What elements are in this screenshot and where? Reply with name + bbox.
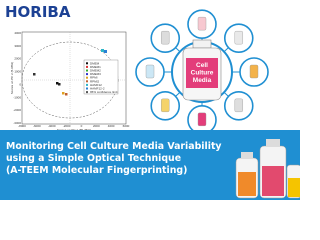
banner: {"header": {"logo": "HORIBA"}, "plot": {…: [0, 3, 300, 200]
bottle-liquid: [262, 166, 284, 196]
legend-label: DMEM3: [90, 72, 101, 76]
node-icon: [161, 98, 170, 113]
node-icon: [197, 112, 207, 127]
footer-title-line: using a Simple Optical Technique: [6, 153, 181, 164]
bottle-liquid: [288, 178, 300, 197]
x-tick-label: 2000: [93, 124, 100, 128]
y-tick-label: -1000: [13, 95, 21, 99]
bottle-liquid: [238, 172, 256, 196]
artwork: HORIBA Scores on PC 1 (89.25%)Scores on …: [0, 3, 300, 200]
point: [104, 50, 107, 53]
node-icon: [197, 16, 207, 31]
y-tick-label: 2000: [14, 57, 21, 61]
legend-swatch: [86, 91, 88, 94]
legend-swatch: [86, 69, 88, 72]
y-axis-label: Scores on PC 2 (5.98%): [10, 62, 14, 94]
bottle-cap: [266, 139, 280, 147]
point: [62, 92, 65, 95]
center-label: Cell: [196, 62, 208, 69]
legend-swatch: [86, 76, 88, 79]
legend-label: HAMF12: [90, 83, 102, 87]
center-bottle: [182, 39, 222, 101]
x-tick-label: -6000: [33, 124, 41, 128]
center-label: Media: [193, 77, 212, 84]
x-tick-label: -2000: [63, 124, 71, 128]
node-icon: [234, 98, 243, 113]
bottle-cap: [192, 39, 212, 49]
logo: HORIBA: [5, 3, 71, 21]
legend-label: DMEM2: [90, 69, 101, 73]
x-tick-label: 6000: [123, 124, 130, 128]
legend-swatch: [86, 83, 88, 86]
legend-swatch: [86, 65, 88, 68]
y-tick-label: 1000: [14, 70, 21, 74]
point: [56, 82, 59, 85]
footer-title-line: (A-TEEM Molecular Fingerprinting): [6, 165, 187, 176]
plot: Scores on PC 1 (89.25%)Scores on PC 2 (5…: [10, 31, 130, 132]
points: [33, 49, 107, 96]
y-tick-label: 0: [19, 82, 21, 86]
legend-label: DMEM: [90, 61, 100, 65]
bottle-label: [186, 58, 218, 88]
point: [65, 93, 68, 96]
x-tick-label: 0: [81, 124, 83, 128]
legend-swatch: [86, 80, 88, 83]
legend-label: RPMI: [90, 76, 98, 80]
y-tick-label: -2000: [13, 108, 21, 112]
legend-label: RPMI2: [90, 79, 100, 83]
footer-title-line: Monitoring Cell Culture Media Variabilit…: [6, 141, 222, 152]
x-tick-label: -8000: [18, 124, 26, 128]
y-tick-label: 4000: [14, 31, 21, 35]
legend-swatch: [86, 62, 88, 65]
node-icon: [234, 30, 243, 45]
footer-title: Monitoring Cell Culture Media Variabilit…: [6, 141, 222, 176]
x-tick-label: 4000: [108, 124, 115, 128]
legend-label: HAMF12-2: [90, 87, 105, 91]
legend-label: DMEM1: [90, 65, 101, 69]
point: [101, 49, 104, 52]
y-tick-label: 3000: [14, 44, 21, 48]
point: [33, 73, 36, 76]
node-icon: [249, 64, 259, 79]
page: html, body { margin: 0; padding: 0; widt…: [0, 3, 300, 200]
node-icon: [145, 64, 155, 79]
legend-label: 95% confidence limit: [90, 90, 118, 94]
x-tick-label: -4000: [48, 124, 56, 128]
legend-swatch: [86, 87, 88, 90]
center-label: Culture: [191, 70, 214, 77]
y-tick-label: -3000: [13, 121, 21, 125]
legend-swatch: [86, 73, 88, 76]
bottles: [235, 139, 300, 199]
node-icon: [161, 30, 170, 45]
bottle-cap: [241, 152, 253, 159]
legend-box: [83, 59, 119, 95]
point: [58, 83, 61, 86]
